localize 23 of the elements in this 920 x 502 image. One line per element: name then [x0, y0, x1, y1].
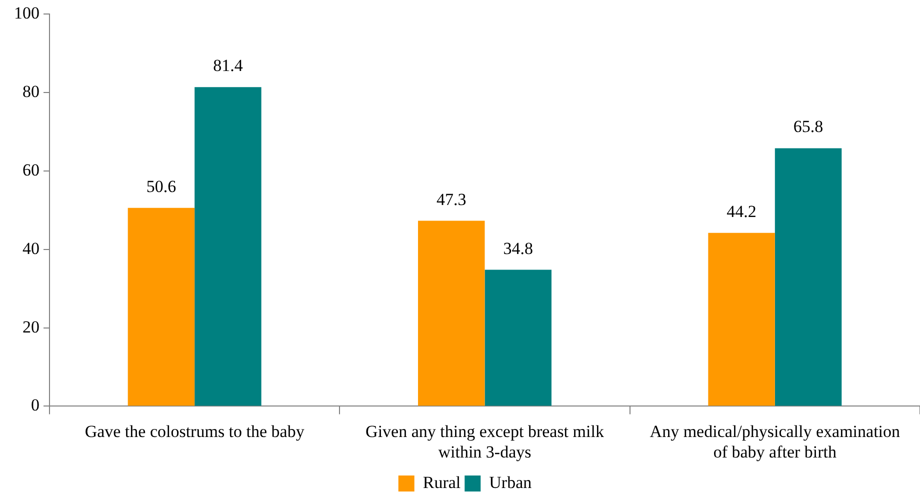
data-label: 47.3: [436, 190, 466, 209]
data-label: 50.6: [146, 176, 176, 196]
bar: [418, 220, 485, 406]
legend-label: Urban: [489, 472, 532, 492]
y-tick-label: 40: [22, 238, 40, 258]
y-tick-label: 0: [31, 396, 40, 415]
bar: [708, 232, 775, 406]
bar: [194, 87, 262, 406]
data-label: 65.8: [793, 117, 824, 136]
data-label: 81.4: [213, 56, 244, 76]
y-tick-label: 60: [22, 160, 40, 180]
bar: [774, 148, 842, 406]
y-tick-label: 80: [22, 82, 40, 102]
x-tick-label: Gave the colostrums to the baby: [84, 422, 305, 441]
x-tick-label: Any medical/physically examination of baby after birth: [650, 422, 901, 462]
data-label: 34.8: [503, 238, 533, 258]
x-tick-label: Given any thing except breast milk within 3-days: [366, 422, 604, 462]
bar: [484, 270, 552, 406]
y-tick-label: 20: [22, 317, 40, 336]
legend-label: Rural: [422, 472, 461, 492]
y-tick-label: 100: [14, 4, 40, 23]
data-label: 44.2: [726, 202, 756, 221]
bar: [128, 208, 195, 406]
